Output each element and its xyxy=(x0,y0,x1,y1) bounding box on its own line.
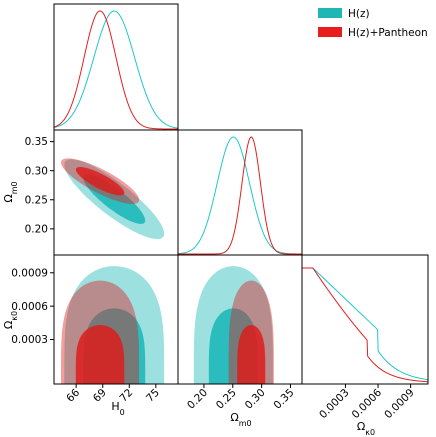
h0-xtick-label-3: 75 xyxy=(144,387,162,405)
ok0-marginal-group xyxy=(302,267,428,383)
om0-ytick-label-3: 0.35 xyxy=(25,136,48,148)
om0-ytick-label-2: 0.30 xyxy=(25,165,48,177)
h0-marginal-hz xyxy=(54,10,178,129)
panel-frame-h0-h0 xyxy=(53,3,179,131)
h0-om0-contours xyxy=(61,158,165,240)
om0-marginal-group xyxy=(178,136,302,255)
om0-xtick-label-0: 0.20 xyxy=(185,387,210,412)
om0-xtick-label-2: 0.30 xyxy=(243,387,268,412)
om0-marginal-hz xyxy=(178,136,302,255)
ok0-xlabel: Ωκ0 xyxy=(357,420,375,437)
legend: H(z) H(z)+Pantheon xyxy=(318,8,428,39)
h0-marginal-hz-pantheon xyxy=(54,10,178,130)
h0-xtick-label-1: 69 xyxy=(91,387,109,405)
legend-swatch-1 xyxy=(318,27,342,37)
panel-frame-om0-om0 xyxy=(177,129,303,256)
ok0-marginal-hz xyxy=(302,267,428,381)
ok0-xtick-label-1: 0.0006 xyxy=(350,386,385,421)
h0-ok0-hz-pantheon-68 xyxy=(75,325,125,384)
om0-xtick-label-3: 0.35 xyxy=(272,387,297,412)
om0-xlabel: Ωm0 xyxy=(230,411,251,428)
ok0-ytick-label-1: 0.0006 xyxy=(11,301,48,313)
om0-xtick-label-1: 0.25 xyxy=(214,387,239,412)
legend-swatch-0 xyxy=(318,8,342,18)
om0-ok0-hz-pantheon-68 xyxy=(237,325,266,384)
h0-xtick-label-2: 72 xyxy=(117,387,135,405)
h0-ok0-contours xyxy=(61,266,165,384)
ok0-marginal-hz-pantheon xyxy=(302,267,428,383)
ok0-ytick-label-2: 0.0009 xyxy=(11,267,48,279)
panel-frame-ok0-ok0 xyxy=(301,254,429,385)
h0-xtick-label-0: 66 xyxy=(64,386,82,404)
h0-om0-hz-pantheon-68 xyxy=(75,167,125,196)
om0-ytick-label-1: 0.25 xyxy=(25,194,48,206)
h0-marginal-group xyxy=(54,10,178,130)
om0-ytick-label-0: 0.20 xyxy=(25,223,48,235)
ok0-ylabel: Ωκ0 xyxy=(2,311,19,329)
om0-ylabel: Ωm0 xyxy=(2,181,19,202)
legend-label-1: H(z)+Pantheon xyxy=(348,27,428,39)
legend-label-0: H(z) xyxy=(348,8,370,20)
ok0-xtick-label-2: 0.0009 xyxy=(382,387,416,421)
om0-marginal-hz-pantheon xyxy=(178,136,302,255)
om0-ok0-contours xyxy=(193,266,274,384)
ok0-ytick-label-0: 0.0003 xyxy=(11,334,48,346)
ok0-xtick-label-0: 0.0003 xyxy=(317,387,351,421)
